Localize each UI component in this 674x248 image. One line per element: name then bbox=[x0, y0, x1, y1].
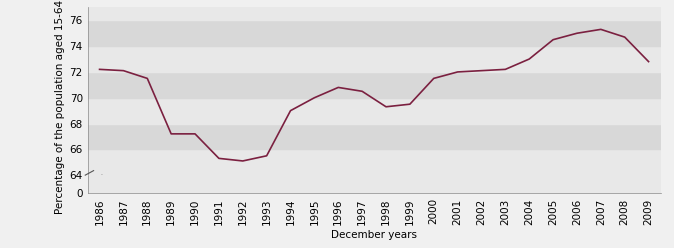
Bar bbox=[88, 20, 661, 46]
Bar bbox=[88, 46, 661, 72]
Bar bbox=[88, 98, 661, 124]
X-axis label: December years: December years bbox=[331, 230, 417, 240]
Y-axis label: Percentage of the population aged 15-64 years: Percentage of the population aged 15-64 … bbox=[55, 0, 65, 214]
Bar bbox=[88, 0, 661, 20]
Bar bbox=[88, 72, 661, 98]
Bar bbox=[88, 149, 661, 175]
Bar bbox=[88, 124, 661, 149]
